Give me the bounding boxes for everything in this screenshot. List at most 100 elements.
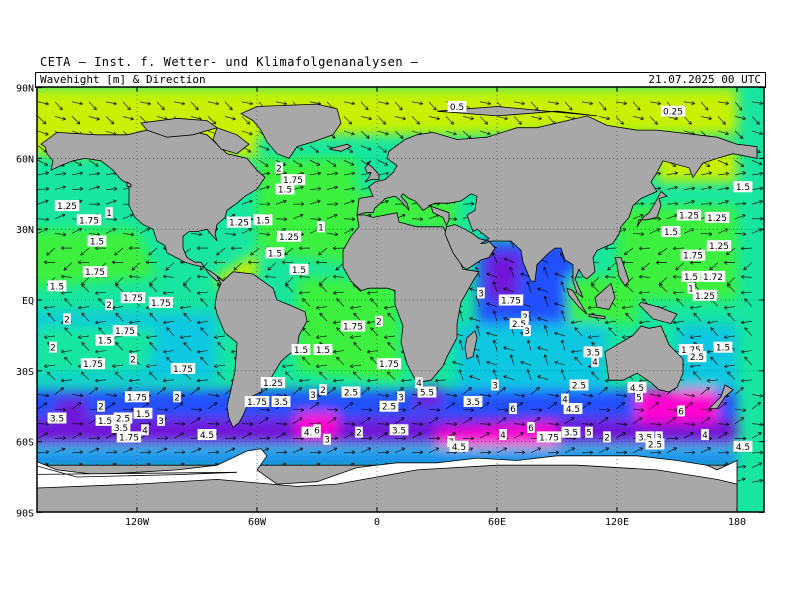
direction-arrow: [641, 262, 651, 271]
direction-arrow: [554, 331, 566, 337]
direction-arrow: [496, 116, 508, 121]
direction-arrow: [54, 407, 67, 412]
wave-height-label: 2.5: [341, 386, 361, 399]
direction-arrow: [462, 387, 472, 395]
direction-arrow: [94, 290, 107, 295]
direction-arrow: [343, 116, 352, 125]
label-value: 4.5: [736, 443, 750, 453]
direction-arrow: [77, 260, 90, 265]
direction-arrow: [149, 342, 158, 351]
direction-arrow: [145, 364, 158, 369]
wave-height-label: 1.5: [87, 235, 107, 248]
direction-arrow: [88, 447, 100, 454]
direction-arrow: [80, 371, 90, 381]
iceland: [328, 143, 352, 152]
direction-arrow: [700, 387, 710, 395]
direction-arrow: [360, 387, 370, 395]
label-value: 2: [50, 344, 56, 354]
label-value: 1.75: [119, 433, 139, 443]
label-box: [680, 249, 706, 261]
label-box: [323, 433, 331, 445]
borneo: [594, 282, 616, 310]
direction-arrow: [60, 378, 73, 383]
wave-height-label: 1.75: [120, 292, 146, 304]
label-value: 2: [106, 301, 112, 311]
direction-arrow: [309, 199, 321, 205]
direction-arrow: [190, 387, 200, 395]
wave-height-label: 1.5: [95, 414, 115, 427]
label-box: [157, 414, 165, 426]
direction-arrow: [54, 213, 66, 220]
label-box: [313, 344, 333, 356]
label-value: 1.75: [151, 299, 171, 309]
direction-arrow: [560, 310, 566, 322]
label-box: [706, 240, 732, 252]
label-box: [260, 377, 286, 389]
direction-arrow: [292, 185, 304, 190]
direction-arrow: [54, 436, 67, 440]
direction-arrow: [190, 407, 203, 412]
direction-arrow: [37, 116, 47, 125]
wave-height-label: 2: [275, 162, 283, 174]
direction-arrow: [349, 364, 362, 369]
direction-arrow: [292, 160, 303, 167]
direction-arrow: [105, 393, 118, 398]
direction-arrow: [360, 101, 369, 111]
direction-arrow: [64, 356, 73, 366]
label-value: 2.5: [116, 415, 130, 425]
direction-arrow: [285, 283, 294, 293]
label-value: 1: [318, 223, 324, 233]
axis-labels: 90N 60N 30N EQ 30S 60S 90S 120W 60W 0 60E 120E 180: [16, 84, 746, 528]
direction-arrow: [700, 447, 711, 454]
label-box: [561, 426, 581, 438]
direction-arrow: [148, 247, 158, 256]
label-box: [54, 200, 80, 212]
direction-arrow: [683, 402, 693, 410]
direction-arrow: [196, 320, 209, 325]
label-value: 1.5: [684, 273, 698, 283]
label-box: [585, 426, 593, 438]
label-box: [521, 311, 529, 323]
direction-arrow: [377, 130, 389, 136]
label-box: [87, 235, 107, 247]
direction-arrow: [14, 284, 22, 292]
direction-arrow: [200, 356, 209, 366]
direction-arrow: [343, 160, 355, 166]
direction-arrow: [723, 335, 736, 339]
label-value: 2: [320, 386, 326, 396]
direction-arrow: [608, 327, 617, 337]
direction-arrow: [275, 450, 288, 455]
wave-height-label: 2: [63, 313, 71, 325]
wave-height-label: 4: [415, 377, 423, 389]
wave-height-label: 2: [521, 311, 529, 323]
direction-arrow: [54, 116, 66, 121]
direction-arrow: [496, 408, 509, 412]
direction-arrow: [224, 447, 236, 454]
direction-arrow: [360, 116, 372, 121]
label-value: 2: [376, 318, 382, 328]
direction-arrow: [98, 327, 107, 337]
label-box: [317, 221, 325, 233]
direction-arrow: [54, 101, 63, 111]
direction-arrow: [751, 478, 763, 483]
direction-arrow: [360, 417, 371, 424]
spac-mid: [37, 323, 157, 376]
label-box: [120, 292, 146, 304]
direction-arrow: [492, 339, 498, 351]
label-value: 2: [276, 164, 282, 174]
wave-height-label: 2: [97, 400, 105, 413]
direction-arrow: [530, 116, 542, 121]
direction-arrow: [302, 298, 311, 307]
direction-arrow: [723, 305, 736, 310]
direction-arrow: [343, 199, 355, 205]
label-box: [291, 344, 311, 356]
direction-arrow: [122, 387, 132, 395]
label-value: 3.5: [638, 433, 652, 443]
direction-arrow: [547, 101, 559, 106]
direction-arrow: [462, 116, 474, 121]
wave-height-label: 1.25: [706, 240, 732, 252]
direction-arrow: [122, 407, 135, 412]
label-value: 1.25: [263, 379, 283, 389]
direction-arrow: [258, 185, 270, 190]
wave-height-label: 6: [313, 424, 321, 436]
